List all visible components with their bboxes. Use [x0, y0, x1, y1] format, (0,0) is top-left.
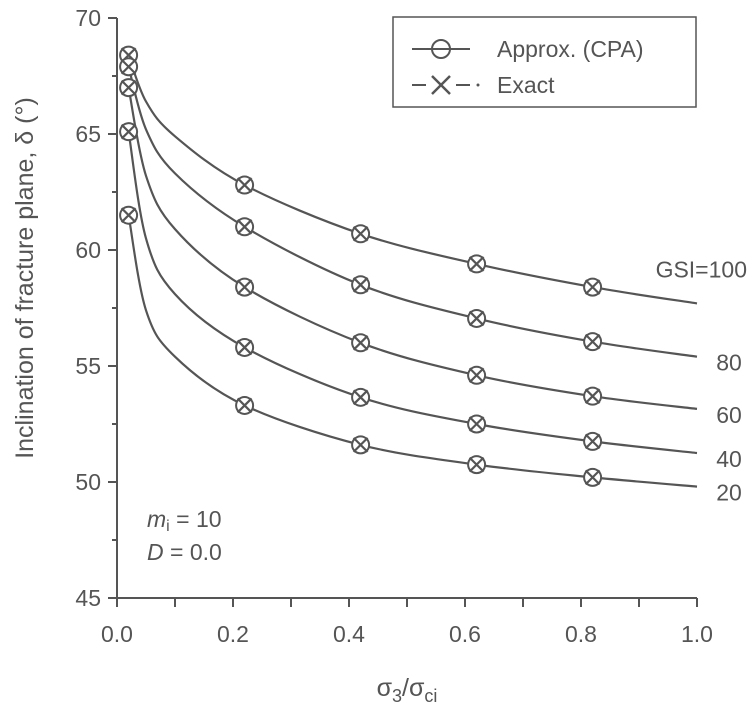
x-axis-label: σ3/σci — [377, 674, 438, 706]
circle-marker-icon — [431, 39, 451, 59]
legend-label-approx: Approx. (CPA) — [497, 36, 644, 62]
data-point-marker — [351, 387, 371, 407]
data-point-marker — [467, 254, 487, 274]
data-point-marker — [351, 435, 371, 455]
svg-text:D = 0.0: D = 0.0 — [147, 539, 222, 565]
series-label: 80 — [716, 350, 742, 376]
data-point-marker — [235, 175, 255, 195]
x-tick-label: 0.2 — [217, 621, 249, 647]
series-label: 20 — [716, 480, 742, 506]
y-tick-label: 60 — [75, 237, 101, 263]
data-point-marker — [351, 333, 371, 353]
x-tick-label: 0.0 — [101, 621, 133, 647]
data-point-marker — [235, 395, 255, 415]
data-point-marker — [119, 122, 139, 142]
series-label: GSI=100 — [656, 256, 747, 282]
annotation-d: D = 0.0 — [147, 539, 222, 565]
x-tick-label: 0.8 — [565, 621, 597, 647]
y-axis-label: Inclination of fracture plane, δ (°) — [11, 97, 39, 459]
annotation-mi: mi = 10 — [147, 506, 222, 535]
data-point-marker — [583, 467, 603, 487]
y-tick-label: 65 — [75, 121, 101, 147]
data-point-marker — [583, 386, 603, 406]
data-point-marker — [583, 431, 603, 451]
legend-entry-exact: Exact — [412, 72, 555, 98]
legend-label-exact: Exact — [497, 72, 555, 98]
mi-subscript: i — [166, 518, 170, 535]
series-line — [127, 215, 698, 488]
data-point-marker — [235, 277, 255, 297]
x-ticks: 0.0 0.2 0.4 0.6 0.8 1.0 — [101, 598, 713, 647]
cross-marker-icon — [431, 75, 451, 95]
legend: Approx. (CPA) Exact — [392, 16, 697, 108]
y-tick-label: 50 — [75, 469, 101, 495]
mi-value: = 10 — [170, 506, 222, 532]
y-ticks: 45 50 55 60 65 70 — [75, 5, 117, 611]
data-point-marker — [467, 308, 487, 328]
d-value: = 0.0 — [164, 539, 222, 565]
x-tick-label: 1.0 — [681, 621, 713, 647]
legend-dot — [476, 83, 480, 87]
data-point-marker — [467, 365, 487, 385]
markers — [119, 45, 603, 487]
data-point-marker — [467, 455, 487, 475]
series-label: 60 — [716, 402, 742, 428]
x-tick-label: 0.6 — [449, 621, 481, 647]
series-line — [127, 66, 698, 358]
y-tick-label: 70 — [75, 5, 101, 31]
y-tick-label: 55 — [75, 353, 101, 379]
data-point-marker — [351, 275, 371, 295]
data-point-marker — [119, 57, 139, 77]
data-point-marker — [119, 78, 139, 98]
series-labels: GSI=100 80 60 40 20 — [656, 256, 747, 505]
data-point-marker — [235, 217, 255, 237]
data-point-marker — [583, 332, 603, 352]
d-symbol: D — [147, 539, 164, 565]
mi-symbol: m — [147, 506, 166, 532]
y-tick-label: 45 — [75, 585, 101, 611]
svg-text:mi = 10: mi = 10 — [147, 506, 222, 535]
data-point-marker — [351, 224, 371, 244]
data-point-marker — [235, 337, 255, 357]
curves — [127, 54, 698, 488]
data-point-marker — [119, 205, 139, 225]
data-point-marker — [467, 414, 487, 434]
legend-box — [392, 16, 697, 108]
x-tick-label: 0.4 — [333, 621, 365, 647]
series-label: 40 — [716, 446, 742, 472]
data-point-marker — [583, 277, 603, 297]
series-line — [127, 131, 698, 455]
legend-entry-approx: Approx. (CPA) — [412, 36, 644, 62]
